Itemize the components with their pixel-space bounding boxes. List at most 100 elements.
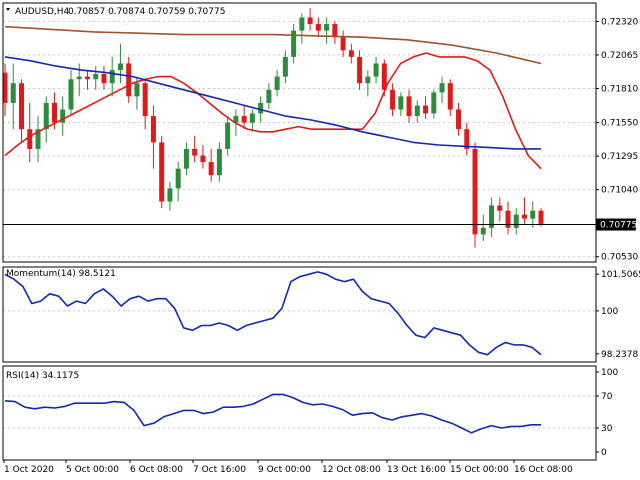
chart-symbol-label: AUDUSD,H4	[15, 7, 70, 17]
candle-body	[51, 102, 57, 123]
candle-body	[464, 129, 470, 149]
candle-body	[142, 83, 148, 117]
candle-body	[266, 89, 272, 103]
candle-body	[447, 83, 453, 110]
current-price-badge	[596, 218, 636, 231]
candle-body	[101, 73, 107, 84]
candle-body	[84, 76, 90, 80]
candle-body	[282, 56, 288, 77]
candle-body	[208, 162, 214, 176]
candle-body	[225, 122, 231, 149]
candle-body	[398, 96, 404, 110]
candle-body	[472, 148, 478, 235]
candle-body	[117, 63, 123, 71]
time-axis-label: 9 Oct 00:00	[258, 465, 311, 475]
candle-body	[76, 76, 82, 80]
candle-body	[258, 102, 264, 114]
price-axis-label: 0.72065	[601, 51, 638, 61]
momentum-axis-label: 101.5065	[601, 270, 640, 280]
price-axis-label: 0.71550	[601, 119, 638, 129]
candle-body	[357, 56, 363, 84]
candle-body	[373, 63, 379, 77]
candle-body	[35, 129, 41, 149]
time-axis-label: 12 Oct 08:00	[322, 465, 381, 475]
panel-frame	[2, 365, 597, 461]
candle-body	[216, 148, 222, 176]
panel-frame	[2, 266, 597, 363]
candle-body	[249, 113, 255, 123]
candle-body	[68, 79, 74, 110]
rsi-line	[4, 393, 541, 434]
rsi-axis-label: 70	[601, 392, 613, 402]
candle-body	[489, 205, 495, 228]
candle-body	[43, 102, 49, 130]
price-axis-label: 0.70530	[601, 253, 638, 263]
price-axis-label: 0.71295	[601, 152, 638, 162]
candle-body	[340, 37, 346, 51]
chart-ohlc-values: 0.70857 0.70874 0.70759 0.70775	[68, 7, 225, 17]
candle-body	[299, 17, 305, 31]
candle-body	[134, 83, 140, 97]
rsi-axis-label: 30	[601, 424, 613, 434]
candle-body	[2, 72, 8, 103]
time-axis-label: 7 Oct 16:00	[193, 465, 246, 475]
candle-body	[315, 24, 321, 31]
candle-body	[365, 76, 371, 84]
candle-body	[480, 227, 486, 235]
candle-body	[348, 50, 354, 57]
candle-body	[18, 83, 24, 130]
candle-body	[538, 210, 544, 224]
candle-body	[414, 105, 420, 117]
candle-body	[10, 83, 16, 103]
candle-body	[291, 30, 297, 57]
candle-body	[167, 188, 173, 202]
candle-body	[233, 116, 239, 123]
candle-body	[513, 214, 519, 228]
candle-body	[381, 63, 387, 90]
time-axis-label: 6 Oct 08:00	[130, 465, 183, 475]
candle-body	[307, 17, 313, 25]
price-axis-label: 0.72320	[601, 17, 638, 27]
current-price-label: 0.70775	[600, 221, 637, 231]
candle-body	[183, 148, 189, 169]
candle-body	[192, 148, 198, 156]
candle-body	[60, 109, 66, 123]
candle-body	[200, 155, 206, 163]
candle-body	[390, 89, 396, 110]
candle-body	[423, 105, 429, 114]
dropdown-triangle-icon	[6, 8, 10, 11]
candle-body	[431, 92, 437, 114]
rsi-panel-title: RSI(14) 34.1175	[6, 371, 79, 381]
momentum-line	[4, 271, 542, 356]
candle-body	[126, 63, 132, 97]
time-axis-label: 13 Oct 16:00	[387, 465, 446, 475]
candle-body	[93, 73, 99, 80]
candle-body	[159, 142, 165, 202]
candle-body	[175, 168, 181, 189]
momentum-panel-title: Momentum(14) 98.5121	[6, 269, 116, 279]
candle-body	[439, 83, 445, 93]
candle-body	[456, 109, 462, 130]
candle-body	[150, 116, 156, 143]
candle-body	[241, 116, 247, 123]
candle-body	[530, 210, 536, 219]
candle-body	[505, 210, 511, 228]
panel-frame	[2, 2, 597, 263]
time-axis-label: 1 Oct 2020	[4, 465, 54, 475]
momentum-axis-label: 98.2378	[601, 350, 638, 360]
price-axis-label: 0.71040	[601, 186, 638, 196]
price-axis-label: 0.71810	[601, 84, 638, 94]
candle-body	[332, 24, 338, 38]
rsi-axis-label: 100	[601, 368, 618, 378]
candle-body	[274, 76, 280, 90]
candle-body	[324, 24, 330, 31]
time-axis-label: 16 Oct 08:00	[514, 465, 573, 475]
time-axis-label: 15 Oct 00:00	[450, 465, 509, 475]
sma-slow-line	[4, 25, 542, 65]
time-axis-label: 5 Oct 00:00	[66, 465, 119, 475]
candle-body	[497, 205, 503, 211]
sma-mid-line	[4, 56, 541, 150]
rsi-axis-label: 0	[601, 448, 607, 458]
candle-body	[109, 70, 115, 84]
